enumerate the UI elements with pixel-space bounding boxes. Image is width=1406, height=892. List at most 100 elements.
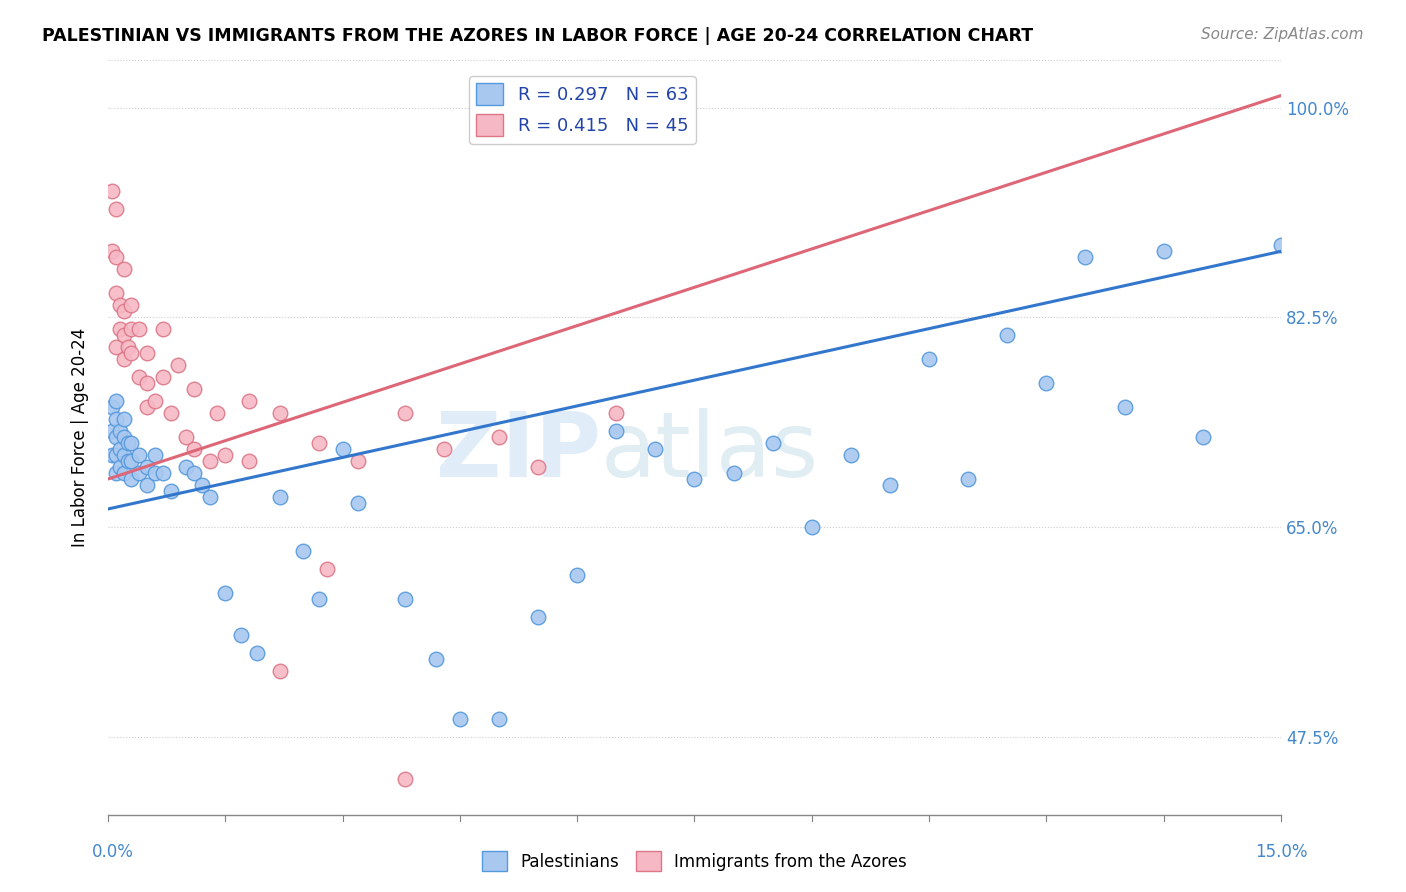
Point bbox=[269, 406, 291, 420]
Point bbox=[143, 448, 166, 462]
Point bbox=[1191, 430, 1213, 444]
Point bbox=[112, 412, 135, 426]
Point bbox=[316, 562, 339, 576]
Point bbox=[117, 454, 139, 468]
Point bbox=[229, 628, 252, 642]
Point bbox=[108, 322, 131, 336]
Point bbox=[1035, 376, 1057, 391]
Point bbox=[879, 478, 901, 492]
Point bbox=[762, 436, 785, 450]
Point bbox=[167, 358, 190, 372]
Point bbox=[347, 454, 370, 468]
Point bbox=[1114, 400, 1136, 414]
Point bbox=[183, 466, 205, 480]
Point bbox=[112, 262, 135, 277]
Point bbox=[128, 322, 150, 336]
Point bbox=[108, 298, 131, 312]
Point bbox=[104, 286, 127, 301]
Point bbox=[245, 646, 267, 660]
Point bbox=[128, 448, 150, 462]
Point bbox=[918, 352, 941, 367]
Point bbox=[1074, 250, 1097, 264]
Point bbox=[433, 442, 456, 456]
Point bbox=[112, 448, 135, 462]
Point bbox=[104, 340, 127, 354]
Point bbox=[159, 483, 181, 498]
Text: 0.0%: 0.0% bbox=[91, 843, 134, 861]
Text: atlas: atlas bbox=[600, 409, 818, 496]
Text: Source: ZipAtlas.com: Source: ZipAtlas.com bbox=[1201, 27, 1364, 42]
Point bbox=[214, 448, 236, 462]
Point bbox=[120, 454, 142, 468]
Point bbox=[108, 424, 131, 438]
Point bbox=[136, 346, 159, 360]
Point bbox=[120, 346, 142, 360]
Point bbox=[136, 376, 159, 391]
Point bbox=[136, 478, 159, 492]
Point bbox=[104, 202, 127, 217]
Point bbox=[120, 298, 142, 312]
Point bbox=[128, 466, 150, 480]
Point bbox=[183, 442, 205, 456]
Point bbox=[644, 442, 666, 456]
Point bbox=[527, 460, 550, 475]
Point bbox=[120, 322, 142, 336]
Point bbox=[269, 664, 291, 678]
Point bbox=[332, 442, 354, 456]
Point bbox=[1153, 244, 1175, 259]
Text: PALESTINIAN VS IMMIGRANTS FROM THE AZORES IN LABOR FORCE | AGE 20-24 CORRELATION: PALESTINIAN VS IMMIGRANTS FROM THE AZORE… bbox=[42, 27, 1033, 45]
Point bbox=[104, 448, 127, 462]
Point bbox=[394, 772, 416, 786]
Point bbox=[120, 436, 142, 450]
Point bbox=[101, 244, 124, 259]
Point bbox=[112, 430, 135, 444]
Point bbox=[128, 370, 150, 384]
Point bbox=[394, 591, 416, 606]
Point bbox=[136, 400, 159, 414]
Point bbox=[101, 400, 124, 414]
Point bbox=[104, 412, 127, 426]
Point bbox=[238, 394, 260, 409]
Legend: R = 0.297   N = 63, R = 0.415   N = 45: R = 0.297 N = 63, R = 0.415 N = 45 bbox=[470, 76, 696, 144]
Point bbox=[152, 370, 174, 384]
Point bbox=[108, 442, 131, 456]
Y-axis label: In Labor Force | Age 20-24: In Labor Force | Age 20-24 bbox=[72, 327, 89, 547]
Point bbox=[112, 466, 135, 480]
Point bbox=[112, 304, 135, 318]
Point bbox=[488, 430, 510, 444]
Point bbox=[488, 712, 510, 726]
Text: ZIP: ZIP bbox=[436, 409, 600, 496]
Point bbox=[605, 406, 627, 420]
Point bbox=[269, 490, 291, 504]
Point bbox=[394, 406, 416, 420]
Point bbox=[527, 610, 550, 624]
Point bbox=[120, 472, 142, 486]
Point bbox=[995, 328, 1018, 343]
Point bbox=[101, 448, 124, 462]
Point bbox=[152, 322, 174, 336]
Point bbox=[159, 406, 181, 420]
Point bbox=[683, 472, 706, 486]
Point bbox=[143, 394, 166, 409]
Point bbox=[605, 424, 627, 438]
Point bbox=[104, 394, 127, 409]
Point bbox=[308, 436, 330, 450]
Point bbox=[238, 454, 260, 468]
Point bbox=[112, 352, 135, 367]
Point bbox=[567, 567, 589, 582]
Point bbox=[112, 328, 135, 343]
Point bbox=[1270, 238, 1292, 252]
Point bbox=[723, 466, 745, 480]
Point bbox=[425, 652, 447, 666]
Point bbox=[117, 340, 139, 354]
Point bbox=[292, 544, 315, 558]
Point bbox=[143, 466, 166, 480]
Point bbox=[108, 460, 131, 475]
Point bbox=[183, 382, 205, 396]
Point bbox=[101, 185, 124, 199]
Point bbox=[839, 448, 862, 462]
Point bbox=[174, 460, 197, 475]
Point bbox=[957, 472, 980, 486]
Point bbox=[104, 430, 127, 444]
Point bbox=[449, 712, 471, 726]
